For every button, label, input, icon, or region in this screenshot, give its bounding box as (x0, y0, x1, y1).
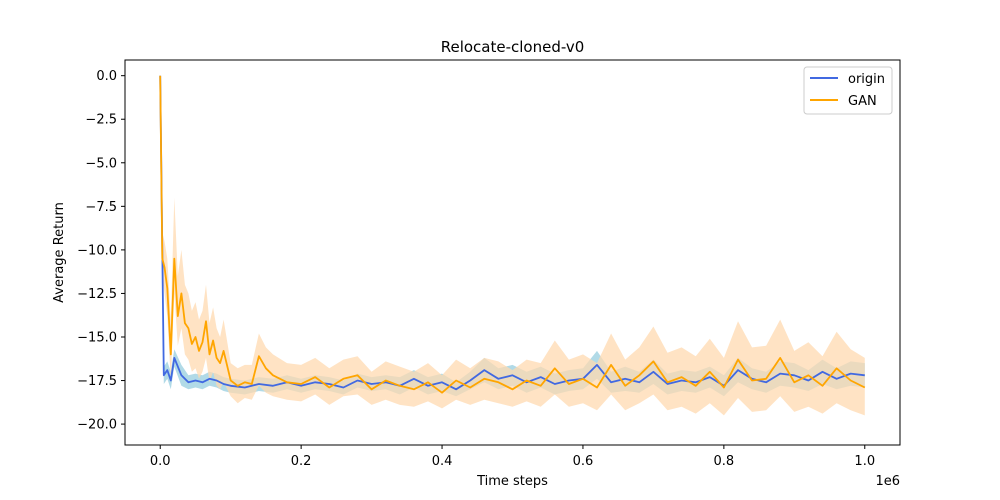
y-tick-label: −12.5 (77, 287, 117, 302)
x-tick-label: 1.0 (854, 454, 875, 469)
plot-frame (124, 59, 901, 446)
y-tick-label: −10.0 (77, 243, 117, 258)
x-tick-label: 0.6 (573, 454, 594, 469)
y-axis-label: Average Return (52, 202, 67, 303)
y-tick-label: −17.5 (77, 374, 117, 389)
y-tick-label: −5.0 (85, 156, 117, 171)
x-axis-ticks: 0.0 0.2 0.4 0.6 0.8 1.0 (150, 445, 875, 469)
x-tick-label: 0.4 (432, 454, 453, 469)
x-tick-label: 0.0 (150, 454, 171, 469)
y-axis-ticks: 0.0 −2.5 −5.0 −7.5 −10.0 −12.5 −15.0 −17.5 −20.0 (77, 69, 125, 433)
y-tick-label: −7.5 (85, 200, 117, 215)
y-tick-label: −2.5 (85, 113, 117, 128)
legend: origin GAN (803, 66, 893, 115)
chart-title: Relocate-cloned-v0 (441, 38, 585, 56)
x-tick-label: 0.8 (714, 454, 735, 469)
y-tick-label: −20.0 (77, 418, 117, 433)
y-tick-label: −15.0 (77, 330, 117, 345)
series-line-gan (159, 75, 866, 394)
series-lines (159, 75, 866, 394)
x-axis-offset-label: 1e6 (875, 474, 900, 489)
legend-label-origin: origin (848, 72, 885, 87)
legend-label-gan: GAN (848, 94, 877, 109)
x-tick-label: 0.2 (291, 454, 312, 469)
y-tick-label: 0.0 (96, 69, 117, 84)
x-axis-label: Time steps (476, 474, 548, 489)
